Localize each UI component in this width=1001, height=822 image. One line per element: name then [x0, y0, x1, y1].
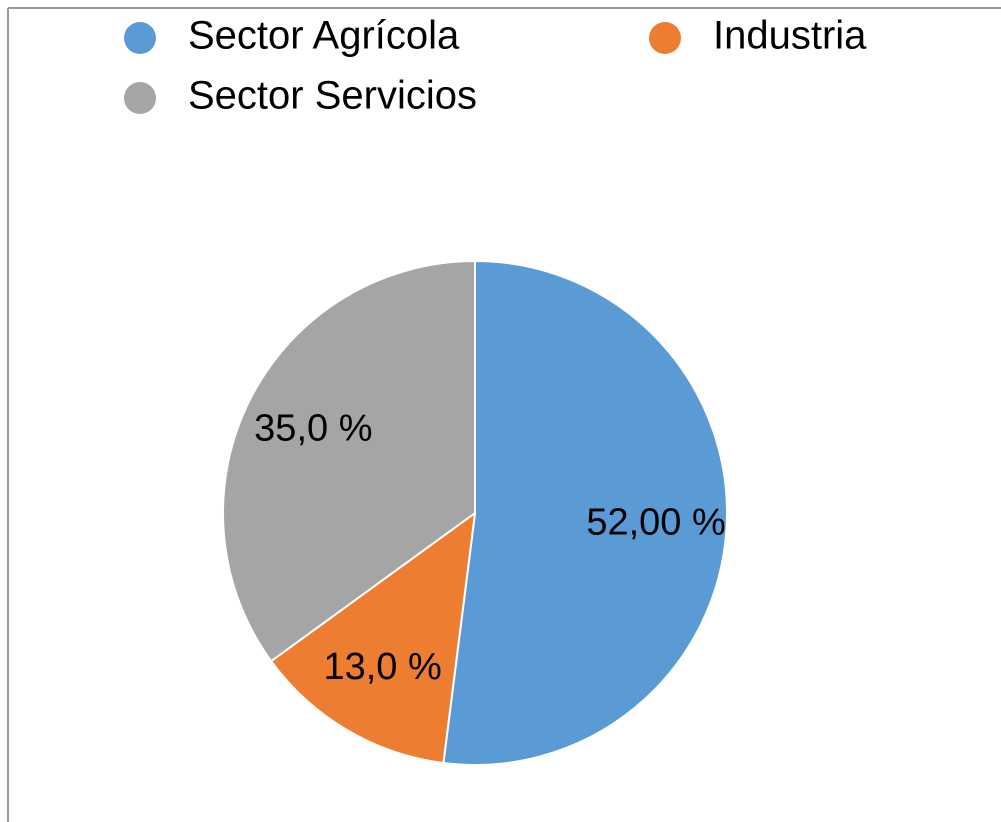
- data-label: 35,0 %: [254, 408, 372, 450]
- legend-marker: [124, 22, 156, 54]
- pie-slice: [269, 510, 477, 765]
- legend-marker: [649, 22, 681, 54]
- data-label: 13,0 %: [323, 646, 441, 688]
- legend-label: Industria: [713, 14, 867, 58]
- data-label: 52,00 %: [586, 501, 725, 543]
- legend-marker: [124, 82, 156, 114]
- pie-slice: [442, 259, 728, 766]
- pie-slice: [222, 259, 476, 663]
- legend-label: Sector Agrícola: [188, 14, 460, 58]
- legend-label: Sector Servicios: [188, 74, 477, 118]
